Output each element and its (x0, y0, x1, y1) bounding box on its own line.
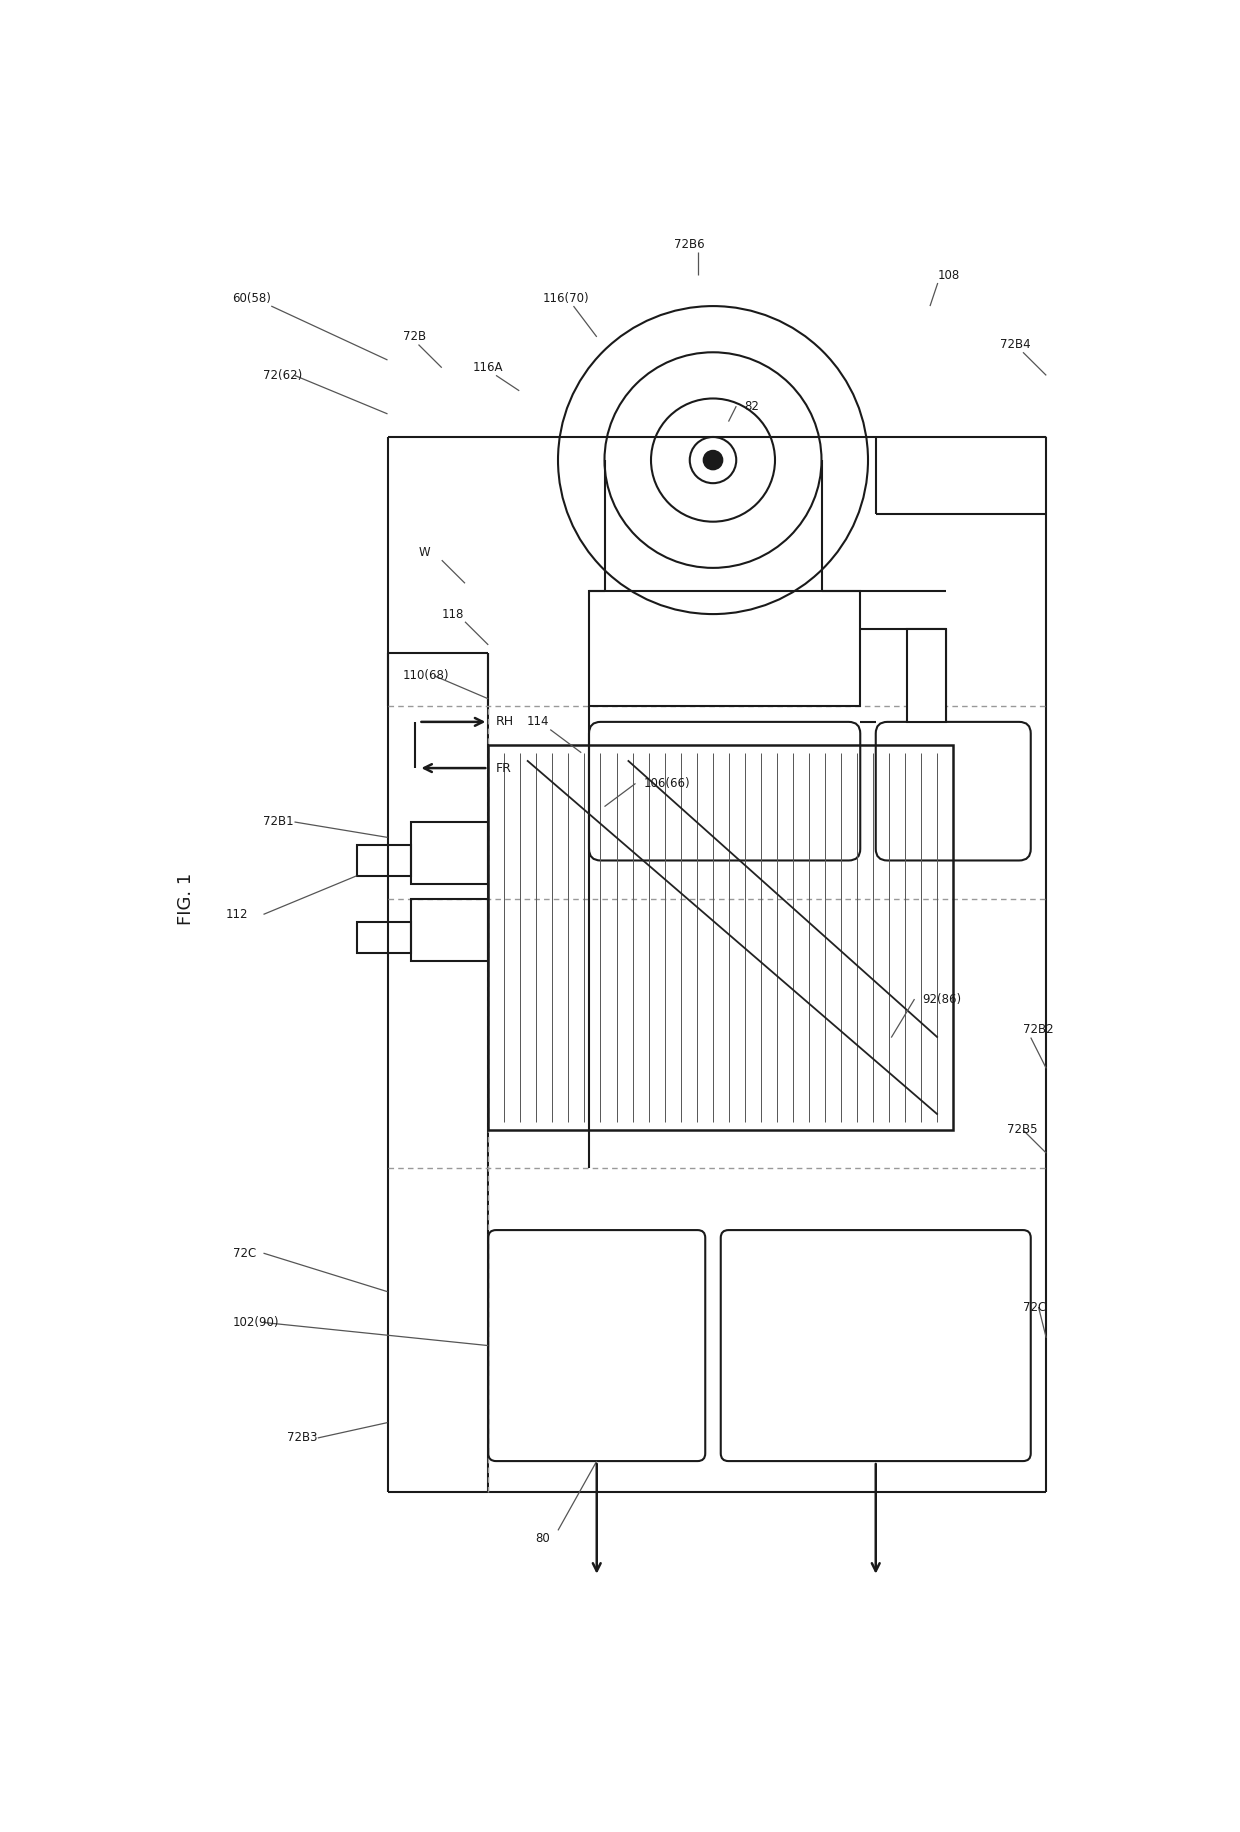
Text: W: W (419, 546, 430, 559)
Text: 82: 82 (744, 399, 759, 412)
Bar (357, 921, 410, 953)
Text: 106(66): 106(66) (644, 777, 689, 790)
Text: 72B5: 72B5 (1007, 1123, 1038, 1136)
Text: 72C: 72C (1023, 1301, 1047, 1314)
Text: 102(90): 102(90) (233, 1315, 279, 1328)
Bar (489, 746, 954, 1130)
Text: 72B3: 72B3 (286, 1431, 317, 1444)
Text: FIG. 1: FIG. 1 (177, 872, 195, 925)
Circle shape (704, 451, 722, 469)
Text: 72B2: 72B2 (1023, 1024, 1054, 1037)
Text: 72B: 72B (403, 330, 427, 343)
Text: 72B4: 72B4 (999, 339, 1030, 352)
Bar (410, 900, 489, 960)
Text: FR: FR (496, 762, 512, 775)
Bar (387, 438, 1047, 1491)
Text: 72B1: 72B1 (263, 815, 294, 828)
Text: 72B6: 72B6 (675, 238, 704, 251)
Text: 110(68): 110(68) (403, 669, 449, 682)
Text: 72(62): 72(62) (263, 368, 303, 381)
Bar (589, 592, 861, 707)
Text: 112: 112 (226, 909, 248, 921)
Text: 72C: 72C (233, 1248, 255, 1260)
Text: 60(58): 60(58) (233, 291, 272, 304)
Bar (410, 823, 489, 883)
Bar (906, 630, 945, 722)
Text: 114: 114 (527, 714, 549, 729)
Text: RH: RH (496, 714, 515, 729)
Text: 116(70): 116(70) (543, 291, 589, 304)
Text: 92(86): 92(86) (923, 993, 961, 1006)
Bar (357, 845, 410, 876)
Text: 118: 118 (441, 608, 464, 621)
Text: 80: 80 (536, 1532, 549, 1544)
Text: 116A: 116A (472, 361, 503, 374)
Text: 108: 108 (937, 269, 960, 282)
